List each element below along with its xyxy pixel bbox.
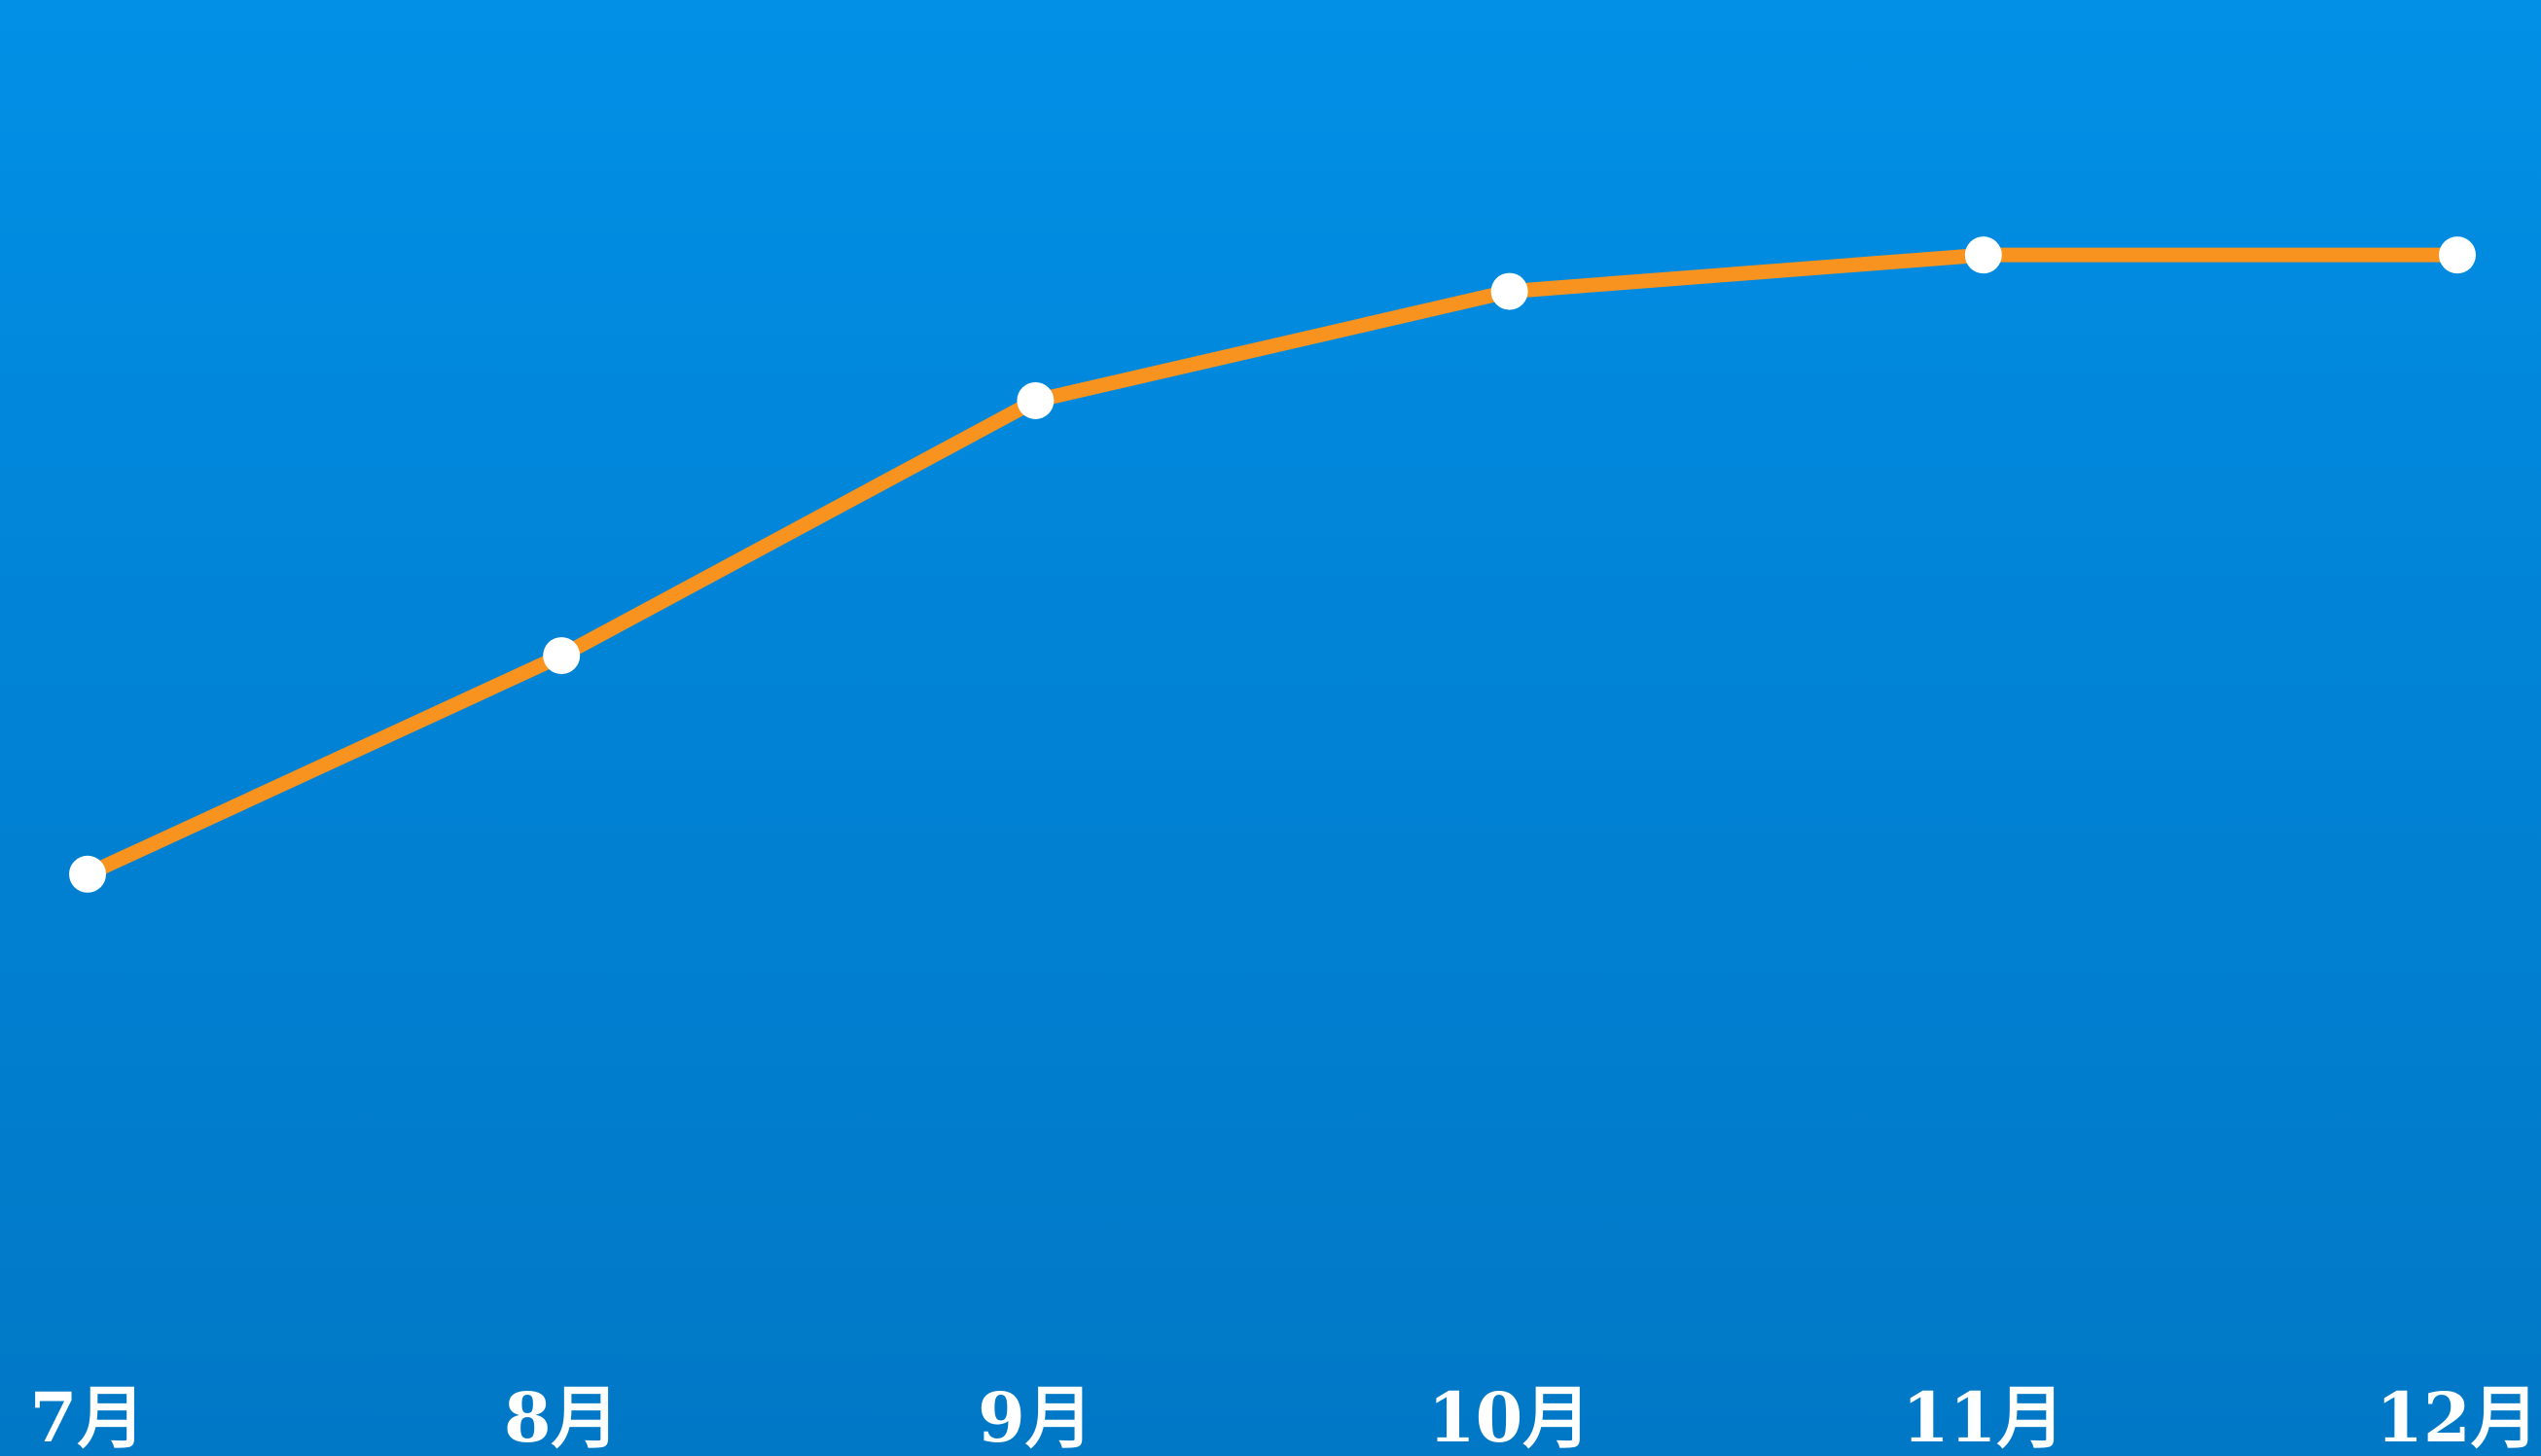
x-tick-label: 12月 [2376,1377,2538,1456]
x-tick-label: 8月 [504,1377,620,1456]
x-tick-label: 7月 [30,1377,146,1456]
x-tick-label: 11月 [1902,1377,2064,1456]
data-point-10月 [1490,272,1528,310]
data-point-7月 [69,855,106,893]
data-point-8月 [543,637,581,675]
series-line-layer [80,247,2465,882]
x-tick-label: 10月 [1428,1377,1591,1456]
data-point-11月 [1964,236,2002,274]
data-point-12月 [2439,236,2476,274]
x-tick-label: 9月 [978,1377,1093,1456]
data-point-9月 [1017,381,1055,419]
data-point-layer [69,236,2476,893]
x-axis-tick-labels: 7月 8月 9月 10月 11月 12月 [30,1377,2539,1456]
series-line [80,247,2465,882]
